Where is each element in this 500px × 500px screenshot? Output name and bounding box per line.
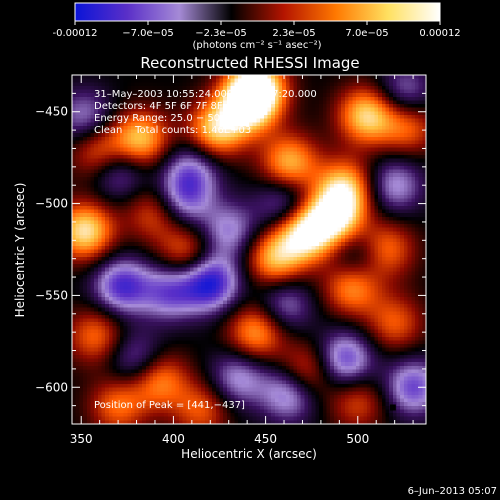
peak-marker: [389, 404, 396, 411]
chart-title: Reconstructed RHESSI Image: [140, 54, 359, 72]
y-tick-label: −450: [35, 105, 68, 119]
plot-annotations: 31–May–2003 10:55:24.000 to 10:57:20.000…: [94, 89, 317, 411]
annotation-method: Clean Total counts: 1.46E+03: [94, 125, 251, 136]
y-tick-label: −550: [35, 288, 68, 302]
colorbar: -0.00012 −7.0e−05 −2.3e−05 2.3e−05 7.0e−05 0.…: [53, 2, 461, 51]
colorbar-unit-label: (photons cm⁻² s⁻¹ asec⁻²): [192, 40, 321, 51]
annotation-detectors: Detectors: 4F 5F 6F 7F 8F, Att 0: [94, 101, 253, 112]
heatmap-image: [72, 75, 426, 424]
colorbar-ticks: -0.00012 −7.0e−05 −2.3e−05 2.3e−05 7.0e−05 0.…: [53, 21, 461, 39]
y-tick-label: −500: [35, 197, 68, 211]
annotation-peak: Position of Peak = [441,−437]: [94, 400, 245, 411]
x-tick-label: 500: [346, 432, 369, 446]
colorbar-tick-label: −7.0e−05: [122, 28, 174, 39]
colorbar-tick-label: 0.00012: [419, 28, 460, 39]
plot-frame: [71, 74, 427, 425]
y-axis-label: Heliocentric Y (arcsec): [13, 183, 27, 318]
footer-date: 6–Jun–2013 05:07: [408, 486, 497, 497]
colorbar-tick-label: 2.3e−05: [272, 28, 315, 39]
colorbar-gradient: [74, 2, 441, 22]
colorbar-tick-label: -0.00012: [53, 28, 98, 39]
annotation-energy: Energy Range: 25.0 − 50.0 keV: [94, 113, 251, 124]
colorbar-tick-label: −2.3e−05: [195, 28, 247, 39]
annotation-time: 31–May–2003 10:55:24.000 to 10:57:20.000: [94, 89, 317, 100]
y-tick-label: −600: [35, 380, 68, 394]
y-axis: −450 −500 −550 −600: [35, 92, 426, 407]
colorbar-tick-label: 7.0e−05: [345, 28, 388, 39]
x-tick-label: 450: [254, 432, 277, 446]
x-axis: 350 400 450 500: [70, 75, 414, 446]
dark-pixel-marker: [389, 404, 396, 411]
x-tick-label: 350: [70, 432, 93, 446]
x-tick-label: 400: [162, 432, 185, 446]
x-axis-label: Heliocentric X (arcsec): [181, 447, 317, 461]
